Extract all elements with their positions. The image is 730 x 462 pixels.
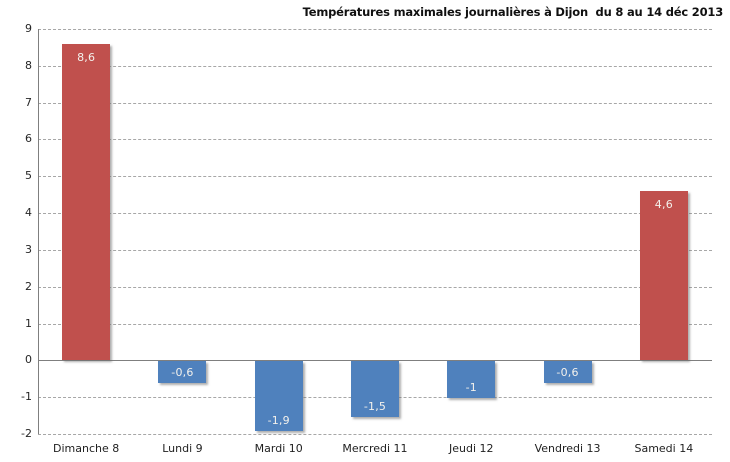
bar: -0,6: [543, 361, 592, 384]
bar: -1,9: [254, 361, 303, 432]
x-axis-label: Lundi 9: [162, 442, 203, 455]
bar: 8,6: [62, 43, 111, 361]
gridline: [38, 323, 712, 325]
plot-area: 8,6 -0,6 -1,9 -1,5 -1 -0,6 4,6: [38, 29, 712, 435]
y-tick-label: -2: [21, 427, 32, 440]
bar: -0,6: [158, 361, 207, 384]
x-axis-label: Jeudi 12: [449, 442, 494, 455]
y-tick-label: 4: [25, 206, 32, 220]
bar: -1: [447, 361, 496, 399]
gridline: [38, 139, 712, 141]
y-axis-line: [38, 29, 39, 434]
zero-line: [38, 360, 712, 362]
bar-value-label: -1,9: [267, 414, 290, 428]
y-tick-label: 8: [25, 58, 32, 72]
y-tick-label: 7: [25, 95, 32, 109]
gridline: [38, 65, 712, 67]
gridline: [38, 286, 712, 288]
y-tick-label: 3: [25, 242, 32, 256]
gridline: [38, 434, 712, 435]
bar: -1,5: [351, 361, 399, 417]
bar-value-label: -1,5: [363, 399, 387, 413]
bar: 4,6: [639, 191, 688, 361]
gridline: [38, 249, 712, 251]
bar-value-label: 8,6: [77, 50, 96, 64]
y-tick-label: 9: [25, 22, 32, 35]
bar-value-label: -0,6: [556, 366, 579, 380]
gridline: [38, 176, 712, 178]
y-tick-label: 6: [25, 132, 32, 146]
bar-value-label: 4,6: [654, 198, 673, 211]
x-axis-label: Dimanche 8: [53, 442, 120, 455]
x-axis-label: Mardi 10: [254, 442, 303, 455]
bar-value-label: -0,6: [171, 366, 194, 380]
gridline: [38, 213, 712, 215]
x-axis-label: Mercredi 11: [342, 442, 408, 455]
y-tick-label: 0: [25, 353, 32, 367]
y-tick-label: 1: [25, 316, 32, 330]
x-axis-label: Vendredi 13: [534, 442, 601, 455]
gridline: [38, 102, 712, 104]
y-tick-label: 2: [25, 279, 32, 293]
y-tick-label: 5: [25, 169, 32, 183]
y-tick-label: -1: [21, 390, 32, 404]
gridline: [38, 29, 712, 30]
x-axis-label: Samedi 14: [634, 442, 694, 455]
chart-title: Températures maximales journalières à Di…: [302, 5, 724, 19]
bar-value-label: -1: [465, 381, 477, 395]
